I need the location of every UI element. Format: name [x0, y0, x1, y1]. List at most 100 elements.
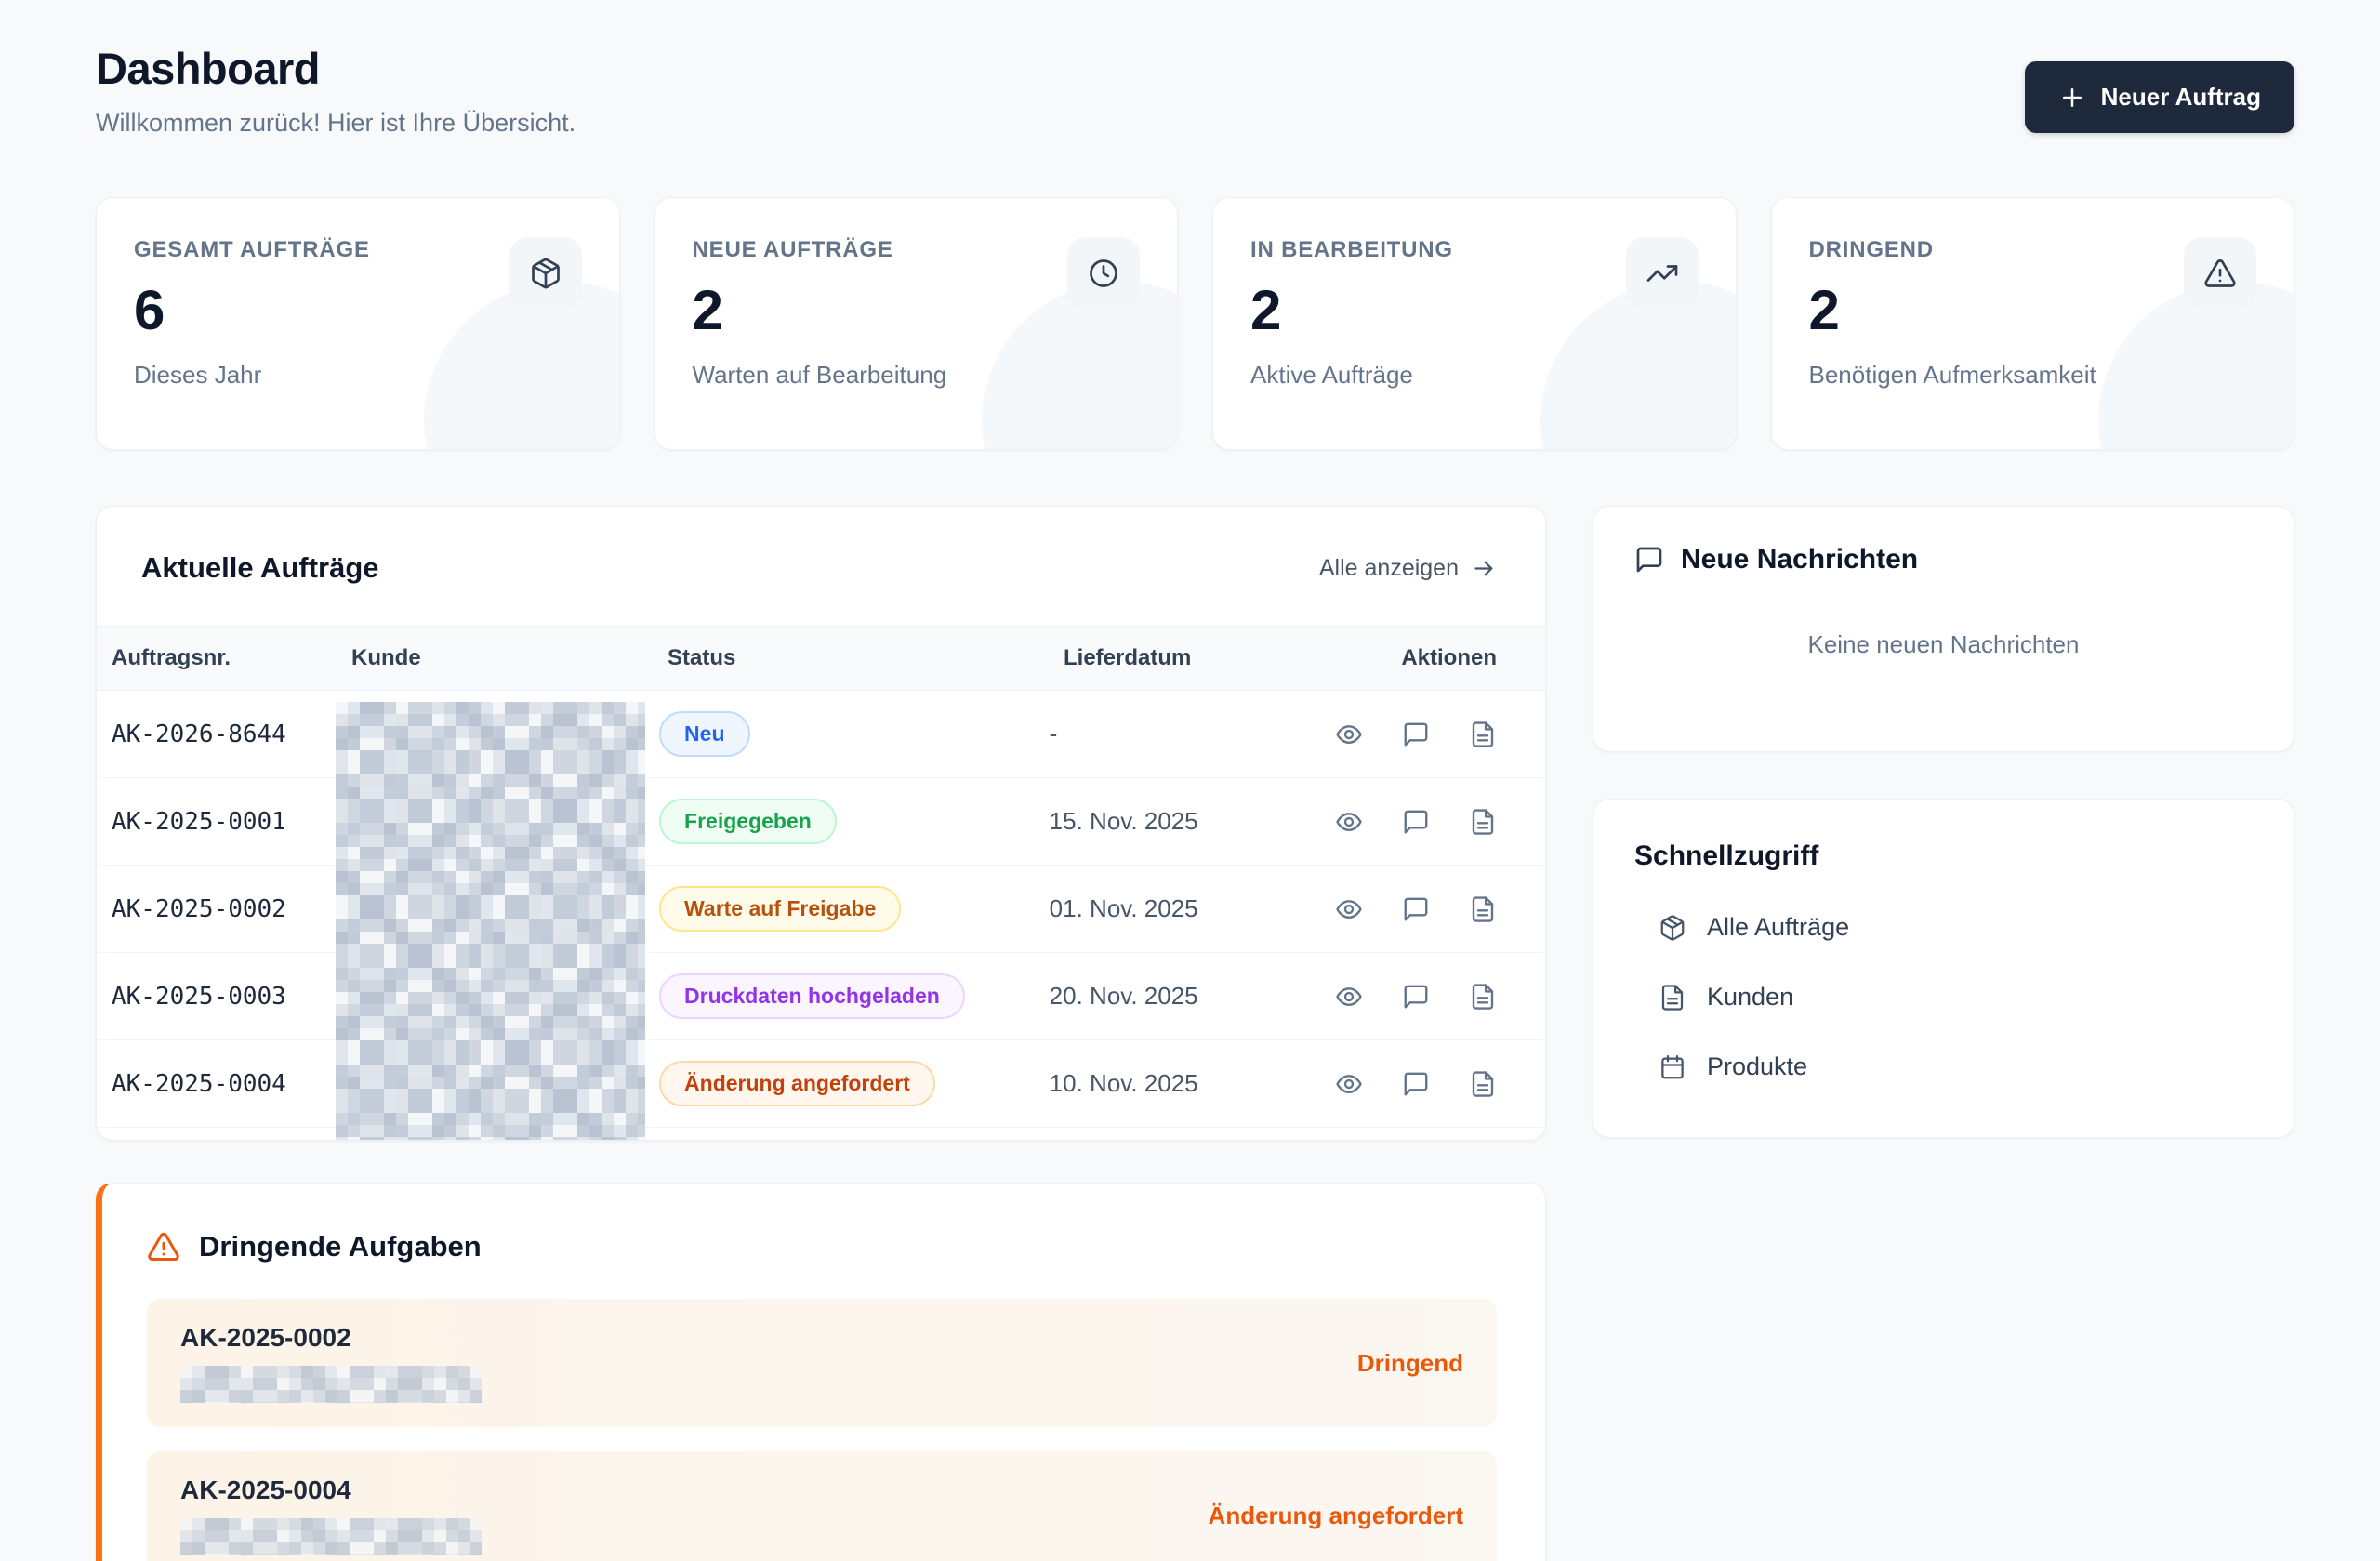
status-badge: Warte auf Freigabe: [659, 886, 902, 932]
order-row: AK-2025-0004 Änderung angefordert 10. No…: [97, 1040, 1545, 1128]
urgent-task-redacted: [180, 1518, 482, 1555]
file-icon[interactable]: [1469, 721, 1497, 748]
message-icon[interactable]: [1402, 808, 1430, 836]
stat-value: 2: [692, 279, 723, 341]
urgent-task-tag: Änderung angefordert: [1208, 1501, 1463, 1529]
eye-icon[interactable]: [1335, 895, 1363, 923]
column-header-aktionen: Aktionen: [1401, 645, 1497, 670]
orders-table-header: Auftragsnr. Kunde Status Lieferdatum Akt…: [97, 626, 1545, 691]
quick-access-item-kunden[interactable]: Kunden: [1634, 973, 2253, 1021]
urgent-task-card[interactable]: AK-2025-0004 Änderung angefordert: [147, 1451, 1497, 1561]
orders-panel: Aktuelle Aufträge Alle anzeigen Auftrags…: [96, 506, 1546, 1141]
orders-title: Aktuelle Aufträge: [141, 551, 379, 584]
order-number: AK-2025-0004: [112, 1069, 286, 1098]
stat-value: 2: [1808, 279, 1840, 341]
column-header-lieferdatum: Lieferdatum: [1064, 645, 1192, 670]
urgent-task-order: AK-2025-0004: [180, 1475, 351, 1504]
eye-icon[interactable]: [1335, 721, 1363, 748]
eye-icon[interactable]: [1335, 1070, 1363, 1098]
file-icon[interactable]: [1469, 1070, 1497, 1098]
message-icon[interactable]: [1402, 895, 1430, 923]
arrow-right-icon: [1472, 556, 1497, 581]
stat-card-neue: NEUE AUFTRÄGE 2 Warten auf Bearbeitung: [654, 197, 1178, 450]
file-icon[interactable]: [1469, 983, 1497, 1011]
urgent-title: Dringende Aufgaben: [199, 1230, 482, 1263]
order-number: AK-2026-8644: [112, 720, 286, 748]
urgent-task-redacted: [180, 1366, 482, 1403]
warning-icon: [147, 1230, 180, 1263]
order-row: AK-2025-0003 Druckdaten hochgeladen 20. …: [97, 953, 1545, 1040]
calendar-icon: [1659, 1053, 1686, 1081]
new-order-label: Neuer Auftrag: [2100, 83, 2261, 111]
status-badge: Änderung angefordert: [659, 1061, 935, 1106]
delivery-date: -: [1049, 720, 1058, 747]
stat-value: 6: [134, 279, 165, 341]
plus-icon: [2058, 84, 2086, 112]
customer-column-redacted: [336, 702, 645, 1140]
message-square-icon: [1634, 545, 1664, 575]
order-row: AK-2026-8644 Neu -: [97, 691, 1545, 778]
quick-access-panel: Schnellzugriff Alle Aufträge: [1593, 799, 2294, 1138]
stat-label: GESAMT AUFTRÄGE: [134, 237, 370, 262]
column-header-kunde: Kunde: [351, 645, 421, 670]
quick-access-item-alle-auftraege[interactable]: Alle Aufträge: [1634, 904, 2253, 951]
stat-label: DRINGEND: [1808, 237, 1934, 262]
delivery-date: 10. Nov. 2025: [1049, 1069, 1198, 1097]
message-icon[interactable]: [1402, 1070, 1430, 1098]
file-text-icon: [1659, 984, 1686, 1012]
alert-triangle-icon: [2184, 237, 2256, 310]
order-row: AK-2025-0001 Freigegeben 15. Nov. 2025: [97, 778, 1545, 866]
package-icon: [509, 237, 582, 310]
urgent-task-info: AK-2025-0002: [180, 1323, 482, 1403]
stat-card-gesamt: GESAMT AUFTRÄGE 6 Dieses Jahr: [96, 197, 620, 450]
quick-access-title: Schnellzugriff: [1634, 840, 1819, 871]
urgent-task-order: AK-2025-0002: [180, 1323, 351, 1352]
urgent-task-card[interactable]: AK-2025-0002 Dringend: [147, 1299, 1497, 1427]
page-subtitle: Willkommen zurück! Hier ist Ihre Übersic…: [96, 109, 576, 137]
delivery-date: 20. Nov. 2025: [1049, 982, 1198, 1010]
eye-icon[interactable]: [1335, 808, 1363, 836]
messages-title: Neue Nachrichten: [1681, 544, 1919, 575]
clock-icon: [1067, 237, 1140, 310]
messages-panel: Neue Nachrichten Keine neuen Nachrichten: [1593, 506, 2294, 752]
stat-subtitle: Dieses Jahr: [134, 361, 262, 389]
view-all-link[interactable]: Alle anzeigen: [1319, 555, 1497, 582]
stat-card-dringend: DRINGEND 2 Benötigen Aufmerksamkeit: [1770, 197, 2294, 450]
urgent-panel: Dringende Aufgaben AK-2025-0002 Dringend: [96, 1183, 1546, 1561]
trending-up-icon: [1625, 237, 1699, 310]
message-icon[interactable]: [1402, 983, 1430, 1011]
delivery-date: 15. Nov. 2025: [1049, 807, 1198, 835]
status-badge: Druckdaten hochgeladen: [659, 973, 965, 1019]
stat-subtitle: Aktive Aufträge: [1250, 361, 1413, 389]
stat-subtitle: Warten auf Bearbeitung: [692, 361, 947, 389]
order-number: AK-2025-0003: [112, 982, 286, 1011]
column-header-auftragsnr: Auftragsnr.: [112, 645, 231, 670]
order-row: AK-2025-0002 Warte auf Freigabe 01. Nov.…: [97, 866, 1545, 953]
stat-subtitle: Benötigen Aufmerksamkeit: [1808, 361, 2096, 389]
file-icon[interactable]: [1469, 895, 1497, 923]
delivery-date: 01. Nov. 2025: [1049, 894, 1198, 922]
order-number: AK-2025-0001: [112, 807, 286, 836]
quick-access-item-produkte[interactable]: Produkte: [1634, 1043, 2253, 1091]
order-number: AK-2025-0002: [112, 894, 286, 923]
page-header: Dashboard Willkommen zurück! Hier ist Ih…: [96, 43, 2294, 138]
column-header-status: Status: [668, 645, 736, 670]
urgent-task-info: AK-2025-0004: [180, 1475, 482, 1555]
message-icon[interactable]: [1402, 721, 1430, 748]
stats-row: GESAMT AUFTRÄGE 6 Dieses Jahr NEUE AUFTR…: [96, 197, 2294, 450]
urgent-task-tag: Dringend: [1356, 1348, 1463, 1377]
page-title: Dashboard: [96, 44, 321, 93]
file-icon[interactable]: [1469, 808, 1497, 836]
package-icon: [1659, 914, 1686, 942]
stat-label: IN BEARBEITUNG: [1250, 237, 1453, 262]
stat-label: NEUE AUFTRÄGE: [692, 237, 893, 262]
page-header-text: Dashboard Willkommen zurück! Hier ist Ih…: [96, 43, 575, 138]
stat-value: 2: [1250, 279, 1282, 341]
messages-empty-text: Keine neuen Nachrichten: [1807, 630, 2080, 658]
status-badge: Freigegeben: [659, 799, 837, 844]
new-order-button[interactable]: Neuer Auftrag: [2024, 61, 2294, 133]
stat-card-bearbeitung: IN BEARBEITUNG 2 Aktive Aufträge: [1212, 197, 1737, 450]
status-badge: Neu: [659, 711, 750, 757]
eye-icon[interactable]: [1335, 983, 1363, 1011]
